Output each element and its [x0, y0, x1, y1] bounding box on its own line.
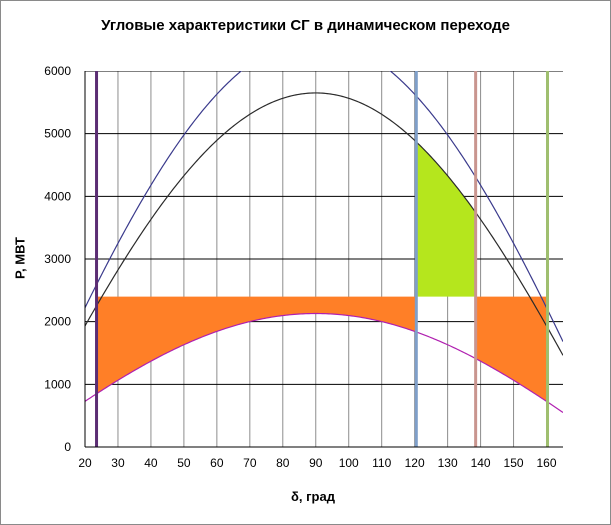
x-tick-label: 20: [78, 456, 92, 470]
x-tick-label: 130: [438, 456, 458, 470]
acceleration-area: [475, 296, 548, 403]
x-tick-label: 70: [243, 456, 257, 470]
y-tick-label: 6000: [44, 64, 71, 78]
x-tick-label: 110: [372, 456, 391, 470]
x-tick-label: 100: [339, 456, 359, 470]
x-tick-label: 80: [276, 456, 290, 470]
y-tick-label: 3000: [44, 252, 71, 266]
x-axis-label: δ, град: [291, 489, 335, 504]
y-tick-label: 2000: [44, 315, 71, 329]
chart-title: Угловые характеристики СГ в динамическом…: [101, 17, 510, 34]
x-tick-label: 60: [210, 456, 224, 470]
x-tick-label: 140: [471, 456, 491, 470]
y-tick-label: 4000: [44, 189, 71, 203]
x-tick-label: 160: [537, 456, 557, 470]
deceleration-area: [416, 141, 476, 297]
x-tick-label: 90: [309, 456, 323, 470]
x-tick-label: 30: [111, 456, 125, 470]
acceleration-area: [96, 296, 417, 394]
x-tick-label: 120: [405, 456, 425, 470]
curve-series-1: [85, 71, 563, 342]
x-tick-label: 150: [504, 456, 524, 470]
x-tick-label: 40: [144, 456, 158, 470]
y-tick-label: 5000: [44, 127, 71, 141]
y-tick-label: 0: [64, 440, 71, 454]
curve-series-2: [85, 92, 563, 356]
x-tick-label: 50: [177, 456, 191, 470]
plot-content: [85, 71, 563, 447]
curve-series-3: [85, 312, 563, 413]
y-tick-label: 1000: [44, 377, 71, 391]
